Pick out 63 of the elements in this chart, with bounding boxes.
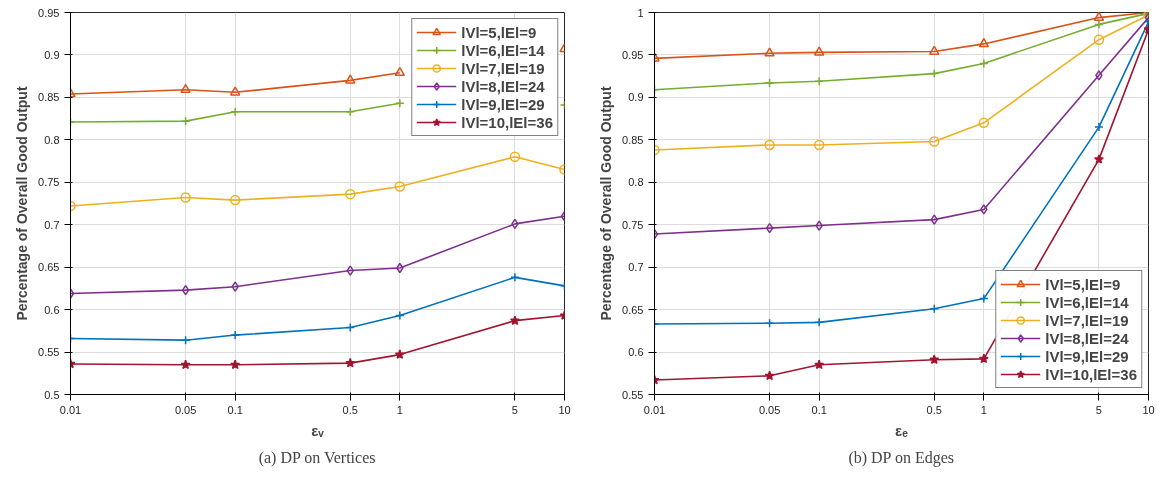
y-tick-label: 0.6 — [628, 346, 644, 359]
legend-label: lVl=5,lEl=9 — [1045, 275, 1121, 293]
text: (b) DP on Edges — [848, 448, 955, 467]
x-tick-label: 10 — [558, 403, 571, 416]
point — [230, 330, 240, 340]
legend-label: lVl=9,lEl=29 — [1045, 347, 1129, 365]
y-axis-title: Percentage of Overall Good Output — [14, 86, 31, 321]
y-tick-label: 0.9 — [44, 48, 60, 61]
text: (a) DP on Vertices — [258, 448, 376, 467]
legend-label: lVl=6,lEl=14 — [1045, 293, 1129, 311]
x-tick-label: 0.5 — [342, 403, 358, 416]
y-tick-label: 0.95 — [38, 6, 60, 19]
y-tick-label: 0.75 — [38, 176, 60, 189]
point — [229, 86, 241, 96]
x-tick-label: 1 — [980, 403, 987, 416]
point — [394, 181, 406, 192]
y-tick-label: 0.8 — [628, 176, 644, 189]
y-tick-label: 0.55 — [622, 388, 644, 401]
y-tick-label: 0.55 — [38, 346, 60, 359]
x-axis-title: εᵥ — [311, 421, 325, 439]
point — [395, 310, 405, 321]
y-tick-label: 0.75 — [622, 218, 644, 231]
point — [230, 359, 241, 370]
x-tick-label: 10 — [1142, 403, 1155, 416]
point — [394, 349, 405, 359]
legend-label: lVl=7,lEl=19 — [1045, 311, 1129, 329]
x-tick-label: 0.1 — [227, 403, 243, 416]
y-tick-label: 0.8 — [44, 133, 60, 146]
point — [229, 194, 241, 206]
x-tick-label: 5 — [511, 403, 518, 416]
point — [395, 98, 405, 109]
y-tick-label: 0.95 — [622, 48, 644, 61]
legend-label: lVl=10,lEl=36 — [1045, 365, 1137, 383]
y-axis-title: Percentage of Overall Good Output — [598, 86, 615, 321]
x-tick-label: 5 — [1095, 403, 1102, 416]
y-tick-label: 0.85 — [622, 133, 644, 146]
y-tick-label: 0.65 — [622, 303, 644, 316]
x-axis-title: εₑ — [895, 421, 909, 439]
y-tick-label: 0.85 — [38, 91, 60, 104]
y-tick-label: 0.7 — [628, 261, 644, 274]
legend-label: lVl=8,lEl=24 — [461, 77, 545, 95]
y-tick-label: 0.5 — [44, 388, 60, 401]
x-tick-label: 0.05 — [174, 403, 197, 416]
legend-label: lVl=7,lEl=19 — [461, 59, 545, 77]
y-tick-label: 1 — [637, 6, 644, 19]
y-tick-label: 0.9 — [628, 91, 644, 104]
legend-label: lVl=10,lEl=36 — [461, 113, 553, 131]
x-tick-label: 1 — [396, 403, 403, 416]
legend-label: lVl=5,lEl=9 — [461, 23, 537, 41]
y-tick-label: 0.65 — [38, 261, 60, 274]
x-tick-label: 0.5 — [926, 403, 942, 416]
x-tick-label: 0.05 — [758, 403, 781, 416]
point — [394, 66, 406, 77]
y-tick-label: 0.6 — [44, 303, 60, 316]
point — [230, 107, 240, 117]
x-tick-label: 0.01 — [59, 403, 82, 416]
x-tick-label: 0.1 — [811, 403, 827, 416]
legend-label: lVl=9,lEl=29 — [461, 95, 545, 113]
legend-label: lVl=6,lEl=14 — [461, 41, 545, 59]
legend-label: lVl=8,lEl=24 — [1045, 329, 1129, 347]
x-tick-label: 0.01 — [643, 403, 666, 416]
y-tick-label: 0.7 — [44, 218, 60, 231]
point — [231, 281, 239, 292]
